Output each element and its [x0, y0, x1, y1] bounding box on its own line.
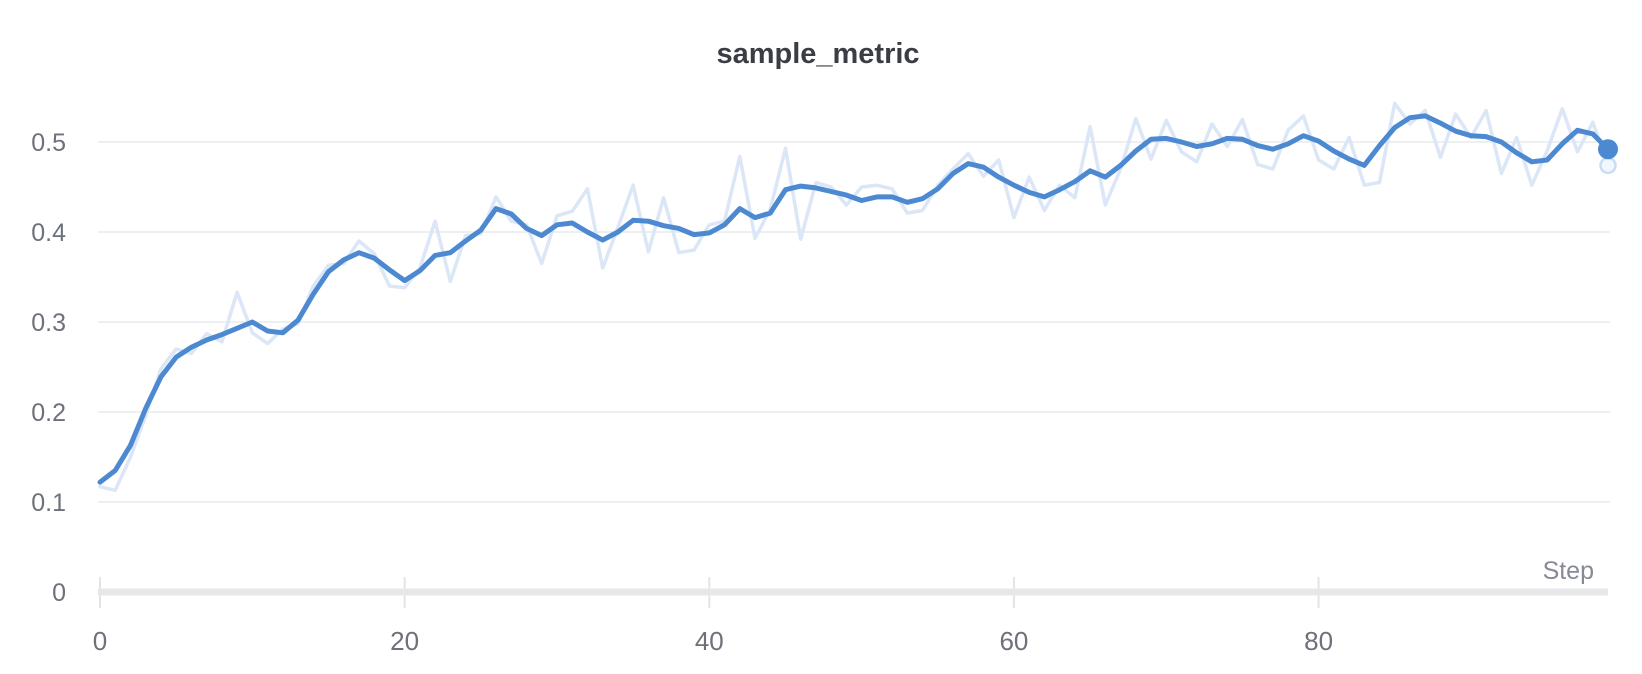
- raw-series-line: [98, 101, 1610, 493]
- axis-layer: [98, 577, 1608, 608]
- x-tick-label: 80: [1304, 626, 1333, 656]
- series-layer: [97, 101, 1618, 493]
- tick-label-layer: 0 0.1 0.2 0.3 0.4 0.5 0 20 40 60 80: [31, 129, 1333, 656]
- raw-series-end-marker: [1599, 156, 1617, 175]
- grid-layer: [98, 141, 1610, 503]
- y-tick-label: 0.3: [31, 309, 66, 337]
- x-axis-label: Step: [1543, 557, 1594, 585]
- y-tick-label: 0: [52, 579, 66, 607]
- x-tick-label: 60: [999, 626, 1028, 656]
- y-tick-label: 0.1: [31, 489, 66, 517]
- x-tick-label: 20: [390, 626, 419, 656]
- smoothed-series-end-dot: [1598, 139, 1618, 160]
- x-tick-label: 40: [695, 626, 724, 656]
- smoothed-series-line: [97, 113, 1611, 485]
- y-tick-label: 0.5: [31, 129, 66, 157]
- x-tick-label: 0: [93, 626, 107, 656]
- y-tick-label: 0.4: [31, 219, 66, 247]
- y-tick-label: 0.2: [31, 399, 66, 427]
- chart-title: sample_metric: [716, 38, 919, 70]
